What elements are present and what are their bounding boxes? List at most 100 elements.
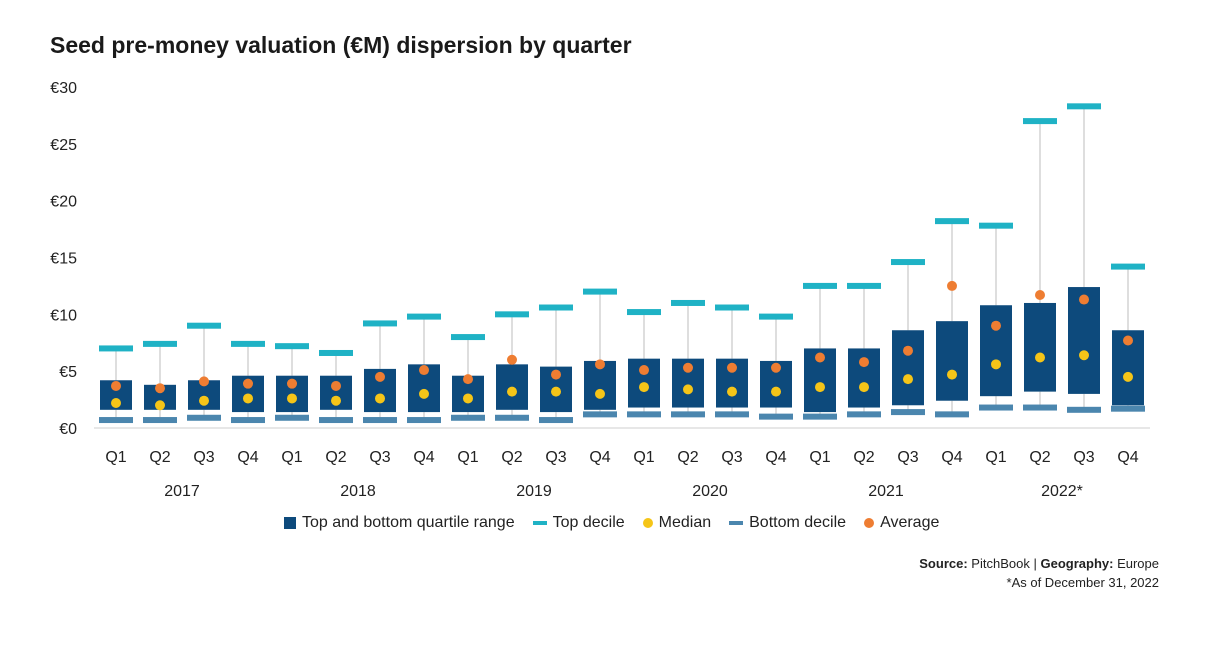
bottom-decile-marker — [1023, 404, 1057, 411]
average-point — [419, 365, 429, 376]
average-point — [595, 359, 605, 370]
legend-label-median: Median — [658, 514, 712, 531]
x-tick-label: Q4 — [413, 449, 434, 466]
bottom-decile-marker — [847, 411, 881, 418]
top-decile-marker — [451, 334, 485, 341]
source-note: Source: PitchBook | Geography: Europe *A… — [919, 554, 1159, 592]
bottom-decile-marker — [583, 411, 617, 418]
top-decile-marker — [143, 340, 177, 347]
x-tick-label: Q1 — [457, 449, 478, 466]
geography-label: Geography: — [1040, 556, 1114, 571]
y-tick-label: €25 — [50, 137, 77, 154]
year-label: 2019 — [516, 483, 552, 500]
quartile-box — [1068, 287, 1100, 394]
bottom-decile-marker — [451, 414, 485, 421]
top-decile-marker — [1023, 118, 1057, 125]
x-tick-label: Q4 — [765, 449, 786, 466]
median-point — [243, 393, 253, 404]
median-point — [507, 386, 517, 397]
average-point — [507, 354, 517, 365]
x-tick-label: Q4 — [941, 449, 962, 466]
x-tick-label: Q1 — [985, 449, 1006, 466]
average-point — [683, 362, 693, 373]
top-decile-marker — [187, 322, 221, 329]
year-label: 2020 — [692, 483, 728, 500]
median-point — [991, 359, 1001, 370]
legend-item-bottom-decile: Bottom decile — [729, 514, 846, 532]
median-point — [463, 393, 473, 404]
year-label: 2018 — [340, 483, 376, 500]
top-decile-marker — [627, 309, 661, 316]
bottom-decile-marker — [935, 411, 969, 418]
median-point — [683, 384, 693, 395]
top-decile-marker — [99, 345, 133, 352]
x-tick-label: Q2 — [677, 449, 698, 466]
footnote: *As of December 31, 2022 — [1006, 575, 1159, 590]
average-point — [639, 365, 649, 376]
chart-marks — [99, 103, 1145, 424]
bottom-decile-marker — [539, 417, 573, 424]
median-point — [1079, 350, 1089, 361]
top-decile-marker — [803, 282, 837, 289]
average-point — [111, 380, 121, 391]
median-point — [1035, 352, 1045, 363]
y-tick-label: €0 — [59, 421, 77, 438]
quartile-box — [936, 321, 968, 401]
bottom-decile-marker — [759, 413, 793, 420]
year-label: 2021 — [868, 483, 904, 500]
bottom-decile-marker — [275, 414, 309, 421]
year-label: 2017 — [164, 483, 200, 500]
quartile-box — [980, 305, 1012, 397]
top-decile-marker — [671, 299, 705, 306]
x-tick-label: Q2 — [501, 449, 522, 466]
median-swatch — [642, 518, 653, 528]
median-point — [375, 393, 385, 404]
legend-item-average: Average — [864, 514, 939, 532]
top-decile-marker — [363, 320, 397, 327]
x-tick-label: Q1 — [633, 449, 654, 466]
median-point — [815, 382, 825, 393]
legend-label-average: Average — [880, 514, 940, 531]
bottom-decile-marker — [187, 414, 221, 421]
top-decile-marker — [715, 304, 749, 311]
top-decile-marker — [1111, 263, 1145, 270]
median-point — [947, 369, 957, 380]
top-decile-marker — [935, 218, 969, 225]
legend: Top and bottom quartile range Top decile… — [284, 514, 957, 532]
average-point — [243, 378, 253, 389]
average-point — [1079, 294, 1089, 305]
bottom-decile-marker — [1067, 406, 1101, 413]
x-axis-labels: Q1 Q2 Q3 Q4 Q1 Q2 Q3 Q4 Q1 Q2 Q3 Q4 Q1 Q2 Q3 Q4 Q1 Q2 Q3 Q4… — [105, 449, 1138, 500]
x-tick-label: Q2 — [1029, 449, 1050, 466]
x-tick-label: Q4 — [589, 449, 610, 466]
top-decile-marker — [275, 343, 309, 350]
x-tick-label: Q3 — [721, 449, 742, 466]
bottom-decile-marker — [319, 417, 353, 424]
bottom-decile-marker — [979, 404, 1013, 411]
median-point — [639, 382, 649, 393]
median-point — [331, 395, 341, 406]
bottom-decile-marker — [891, 409, 925, 416]
median-point — [727, 386, 737, 397]
x-tick-label: Q1 — [105, 449, 126, 466]
top-decile-marker — [495, 311, 529, 318]
average-point — [771, 362, 781, 373]
average-point — [287, 378, 297, 389]
x-tick-label: Q4 — [1117, 449, 1138, 466]
bottom-decile-marker — [143, 417, 177, 424]
legend-label-top-decile: Top decile — [552, 514, 625, 531]
quartile-swatch — [284, 517, 296, 529]
x-tick-label: Q2 — [853, 449, 874, 466]
average-point — [859, 357, 869, 368]
bottom-decile-marker — [803, 413, 837, 420]
year-label: 2022* — [1041, 483, 1083, 500]
x-tick-label: Q3 — [193, 449, 214, 466]
median-point — [419, 388, 429, 399]
average-point — [903, 345, 913, 356]
x-tick-label: Q3 — [369, 449, 390, 466]
top-decile-marker — [979, 222, 1013, 229]
y-tick-label: €20 — [50, 194, 77, 211]
legend-label-bottom-decile: Bottom decile — [749, 514, 847, 531]
y-tick-label: €10 — [50, 307, 77, 324]
y-tick-label: €15 — [50, 251, 77, 268]
